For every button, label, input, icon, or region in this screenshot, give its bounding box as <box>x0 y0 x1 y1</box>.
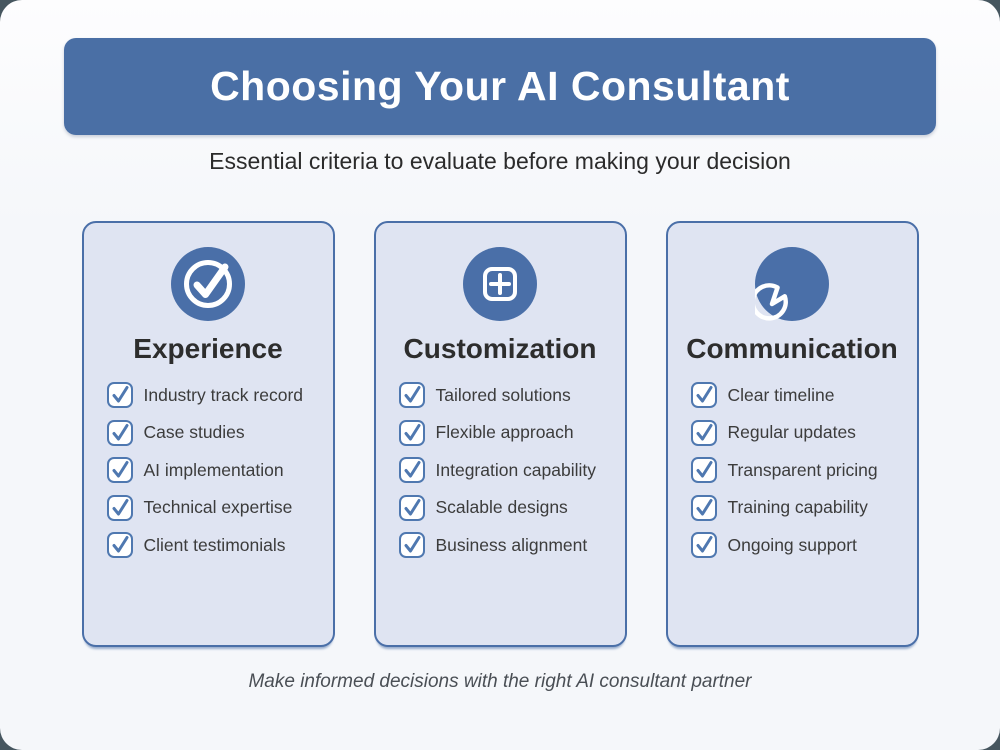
check-circle-icon <box>171 247 245 321</box>
speech-bubble-icon <box>755 247 829 321</box>
checklist-item: AI implementation <box>106 457 327 483</box>
checklist-item-label: Ongoing support <box>727 534 857 555</box>
checklist-item-label: Case studies <box>143 422 245 442</box>
checklist-item-label: Technical expertise <box>143 497 293 517</box>
checkbox-icon <box>106 532 133 558</box>
checkbox-icon <box>106 382 133 408</box>
checkbox-icon <box>106 457 133 483</box>
checklist-item: Business alignment <box>398 532 619 558</box>
checklist-item-label: Industry track record <box>143 384 304 405</box>
checklist-item-label: AI implementation <box>143 459 284 480</box>
header-banner: Choosing Your AI Consultant <box>64 38 936 135</box>
footer-note: Make informed decisions with the right A… <box>248 671 752 692</box>
checklist-item: Flexible approach <box>398 419 619 446</box>
checklist-item-label: Integration capability <box>435 459 597 480</box>
card-experience: Experience Industry track record Case st… <box>81 221 335 647</box>
page-subtitle: Essential criteria to evaluate before ma… <box>209 148 791 174</box>
checklist-item-label: Regular updates <box>727 422 856 442</box>
page-title: Choosing Your AI Consultant <box>210 63 790 109</box>
plus-square-icon <box>463 247 537 321</box>
checklist-item-label: Scalable designs <box>435 497 568 517</box>
checklist: Clear timeline Regular updates Transpare… <box>668 382 917 558</box>
card-title: Experience <box>133 333 283 364</box>
checkbox-icon <box>398 457 425 483</box>
checkbox-icon <box>398 532 425 558</box>
checklist-item: Tailored solutions <box>398 382 619 408</box>
checklist-item: Clear timeline <box>690 382 911 408</box>
checklist-item: Transparent pricing <box>690 457 911 483</box>
checklist-item: Case studies <box>106 419 327 446</box>
checklist: Industry track record Case studies AI im… <box>84 382 333 558</box>
checkbox-icon <box>690 532 717 558</box>
checklist-item-label: Client testimonials <box>143 534 286 555</box>
checkbox-icon <box>690 494 717 521</box>
checkbox-icon <box>398 419 425 446</box>
checklist-item: Technical expertise <box>106 494 327 521</box>
card-title: Communication <box>686 333 898 364</box>
checkbox-icon <box>690 419 717 446</box>
checklist-item: Training capability <box>690 494 911 521</box>
card-communication: Communication Clear timeline Regular upd… <box>665 221 919 647</box>
checklist-item-label: Clear timeline <box>727 384 835 405</box>
checklist-item: Integration capability <box>398 457 619 483</box>
checkbox-icon <box>690 457 717 483</box>
checklist-item: Regular updates <box>690 419 911 446</box>
checklist-item: Scalable designs <box>398 494 619 521</box>
checklist: Tailored solutions Flexible approach Int… <box>376 382 625 558</box>
checkbox-icon <box>398 382 425 408</box>
checklist-item: Industry track record <box>106 382 327 408</box>
card-customization: Customization Tailored solutions Flexibl… <box>373 221 627 647</box>
card-title: Customization <box>403 333 597 364</box>
checkbox-icon <box>106 419 133 446</box>
checklist-item-label: Transparent pricing <box>727 459 878 480</box>
checklist-item-label: Business alignment <box>435 534 588 555</box>
checklist-item-label: Training capability <box>727 497 868 517</box>
checklist-item-label: Tailored solutions <box>435 384 571 405</box>
cards-row: Experience Industry track record Case st… <box>0 221 1000 647</box>
checklist-item: Client testimonials <box>106 532 327 558</box>
checkbox-icon <box>398 494 425 521</box>
checklist-item-label: Flexible approach <box>435 422 574 442</box>
checkbox-icon <box>106 494 133 521</box>
checkbox-icon <box>690 382 717 408</box>
checklist-item: Ongoing support <box>690 532 911 558</box>
